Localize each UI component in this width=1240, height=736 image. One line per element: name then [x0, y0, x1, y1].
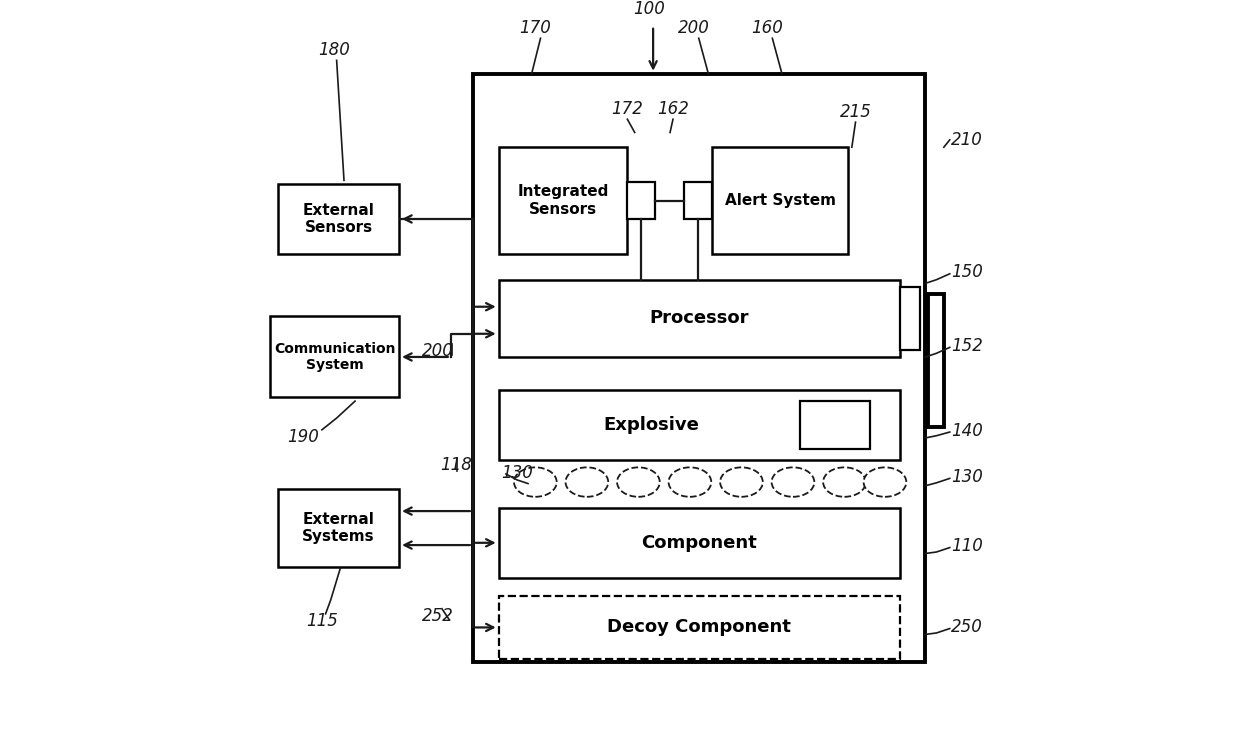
Text: 190: 190 — [288, 428, 320, 446]
Text: Component: Component — [641, 534, 756, 552]
Text: 130: 130 — [951, 468, 983, 486]
Bar — [498, 280, 900, 357]
Text: 200: 200 — [422, 342, 454, 360]
Bar — [278, 184, 399, 254]
Ellipse shape — [863, 467, 906, 497]
Ellipse shape — [515, 467, 557, 497]
Text: 152: 152 — [951, 337, 983, 355]
Ellipse shape — [565, 467, 609, 497]
Text: 210: 210 — [951, 131, 983, 149]
Ellipse shape — [618, 467, 660, 497]
Bar — [270, 316, 399, 397]
Text: 160: 160 — [751, 19, 784, 37]
Text: 150: 150 — [951, 263, 983, 281]
Text: External
Systems: External Systems — [303, 512, 374, 545]
Bar — [684, 182, 712, 219]
Ellipse shape — [668, 467, 712, 497]
Bar — [627, 182, 655, 219]
Ellipse shape — [771, 467, 815, 497]
Bar — [498, 508, 900, 578]
Text: 250: 250 — [951, 618, 983, 636]
Bar — [278, 489, 399, 567]
Bar — [900, 287, 920, 350]
Text: 115: 115 — [306, 612, 337, 630]
Bar — [498, 147, 627, 254]
Bar — [928, 294, 944, 427]
Text: Communication
System: Communication System — [274, 342, 396, 372]
Text: Alert System: Alert System — [724, 193, 836, 208]
Text: Decoy Component: Decoy Component — [608, 618, 791, 637]
Text: 130: 130 — [501, 464, 533, 481]
Text: 252: 252 — [422, 607, 454, 625]
Text: 110: 110 — [951, 537, 983, 555]
Text: External
Sensors: External Sensors — [303, 202, 374, 236]
Text: 215: 215 — [839, 103, 872, 121]
Bar — [498, 596, 900, 659]
Text: 100: 100 — [634, 1, 666, 18]
Text: Explosive: Explosive — [603, 416, 699, 434]
Ellipse shape — [720, 467, 763, 497]
Text: 172: 172 — [611, 100, 644, 118]
Text: 140: 140 — [951, 422, 983, 439]
Bar — [800, 401, 870, 449]
Bar — [498, 390, 900, 460]
Text: 180: 180 — [319, 41, 351, 59]
Text: 170: 170 — [520, 19, 552, 37]
Bar — [712, 147, 848, 254]
Text: Processor: Processor — [650, 309, 749, 328]
Text: Integrated
Sensors: Integrated Sensors — [517, 184, 609, 217]
Bar — [472, 74, 925, 662]
Text: 162: 162 — [657, 100, 689, 118]
Text: 118: 118 — [440, 456, 472, 474]
Text: 200: 200 — [678, 19, 709, 37]
Ellipse shape — [823, 467, 866, 497]
